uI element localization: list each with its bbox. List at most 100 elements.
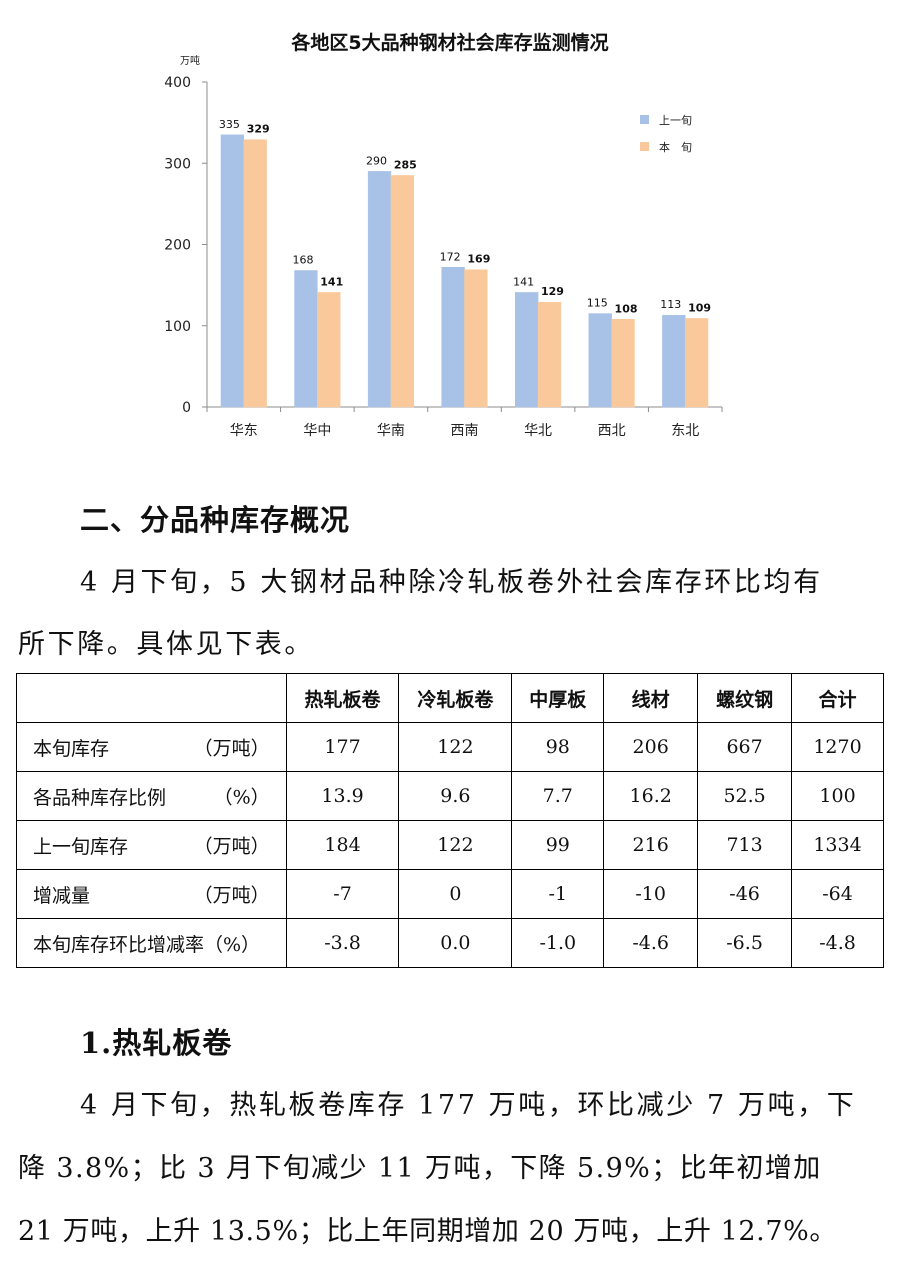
table-header-cell: 合计 (791, 673, 884, 723)
bar (294, 270, 318, 408)
table-row: 本旬库存 （万吨） 177 122 98 206 667 1270 (16, 722, 884, 772)
table-cell: -1.0 (511, 918, 605, 968)
data-label: 129 (541, 285, 564, 298)
table-header-cell (16, 673, 287, 723)
paragraph-line: 所下降。具体见下表。 (18, 629, 314, 660)
bar (662, 314, 686, 408)
y-tick-label: 400 (164, 75, 191, 91)
chart-canvas: 0 100 200 300 400 华东 335 329 华中 168 141 华南 290 285 西南 1… (164, 75, 723, 439)
table-cell: 122 (398, 820, 513, 870)
table-cell: -6.5 (697, 918, 793, 968)
table-cell: -10 (603, 869, 699, 919)
row-unit: （万吨） (193, 884, 270, 907)
table-cell: 216 (603, 820, 699, 870)
data-label: 141 (513, 275, 534, 288)
y-axis-unit: 万吨 (180, 56, 200, 67)
table-cell: -1 (511, 869, 605, 919)
bar (588, 313, 612, 408)
row-label: 各品种库存比例 (33, 786, 167, 809)
row-label-cell: 本旬库存 （万吨） (16, 722, 287, 772)
x-tick-label: 华东 (230, 423, 258, 439)
x-tick-label: 华南 (377, 423, 405, 439)
table-cell: 16.2 (603, 771, 699, 821)
table-cell: 13.9 (285, 771, 400, 821)
data-label: 141 (320, 275, 343, 288)
paragraph-line: 4 月下旬，5 大钢材品种除冷轧板卷外社会库存环比均有 (80, 567, 823, 598)
paragraph-line: 降 3.8%；比 3 月下旬减少 11 万吨，下降 5.9%；比年初增加 (18, 1153, 822, 1184)
x-tick-label: 东北 (671, 423, 699, 439)
x-tick-label: 西北 (598, 423, 626, 439)
table-cell: 1270 (791, 722, 884, 772)
table-cell: 7.7 (511, 771, 605, 821)
x-tick-label: 华中 (303, 423, 331, 439)
row-label: 增减量 (33, 884, 91, 907)
paragraph-line: 4 月下旬，热轧板卷库存 177 万吨，环比减少 7 万吨，下 (80, 1090, 857, 1121)
y-tick-label: 200 (164, 238, 191, 254)
table-cell: 99 (511, 820, 605, 870)
table-header-cell: 中厚板 (511, 673, 605, 723)
row-label-cell: 本旬库存环比增减率（%） (16, 918, 287, 968)
table-header-row: 热轧板卷 冷轧板卷 中厚板 线材 螺纹钢 合计 (16, 673, 884, 723)
table-cell: 9.6 (398, 771, 513, 821)
row-unit: （万吨） (193, 737, 270, 760)
section-heading-hot-rolled: 1.热轧板卷 (80, 1026, 233, 1060)
table-row: 本旬库存环比增减率（%） -3.8 0.0 -1.0 -4.6 -6.5 -4.… (16, 918, 884, 968)
row-unit: （万吨） (193, 835, 270, 858)
bar (243, 139, 267, 408)
table-cell: 713 (697, 820, 793, 870)
row-label: 本旬库存环比增减率（%） (33, 933, 261, 956)
data-label: 109 (688, 301, 711, 314)
legend-swatch (640, 142, 649, 151)
table-cell: 184 (285, 820, 400, 870)
bar (464, 269, 488, 408)
table-header-cell: 螺纹钢 (697, 673, 793, 723)
bar (441, 267, 465, 408)
table-header-cell: 线材 (603, 673, 699, 723)
legend-label: 本 旬 (659, 140, 692, 154)
table-cell: -3.8 (285, 918, 400, 968)
table-cell: 122 (398, 722, 513, 772)
table-cell: 0.0 (398, 918, 513, 968)
data-label: 169 (467, 253, 490, 266)
x-tick-label: 西南 (451, 423, 479, 439)
table-cell: -64 (791, 869, 884, 919)
table-header-cell: 热轧板卷 (285, 673, 400, 723)
table-cell: -4.8 (791, 918, 884, 968)
bar (515, 292, 539, 408)
table-cell: 98 (511, 722, 605, 772)
variety-stock-table: 热轧板卷 冷轧板卷 中厚板 线材 螺纹钢 合计 本旬库存 （万吨） 177 122… (16, 673, 884, 968)
bar (317, 292, 341, 408)
row-label-cell: 上一旬库存 （万吨） (16, 820, 287, 870)
table-cell: 1334 (791, 820, 884, 870)
row-label-cell: 增减量 （万吨） (16, 869, 287, 919)
chart-title: 各地区5大品种钢材社会库存监测情况 (291, 32, 609, 54)
data-label: 329 (247, 123, 270, 136)
data-label: 335 (219, 118, 240, 131)
data-label: 285 (394, 158, 417, 171)
table-cell: 177 (285, 722, 400, 772)
legend-label: 上一旬 (659, 114, 692, 127)
table-cell: 206 (603, 722, 699, 772)
table-row: 增减量 （万吨） -7 0 -1 -10 -46 -64 (16, 869, 884, 919)
x-tick-label: 华北 (524, 423, 552, 439)
table-header-cell: 冷轧板卷 (398, 673, 513, 723)
row-unit: （%） (213, 786, 270, 809)
y-tick-label: 300 (164, 156, 191, 172)
data-label: 290 (366, 154, 387, 167)
data-label: 168 (292, 254, 313, 267)
table-cell: -4.6 (603, 918, 699, 968)
data-label: 108 (615, 302, 638, 315)
regional-stock-chart: 各地区5大品种钢材社会库存监测情况 万吨 0 100 200 300 400 华东 335 3… (0, 0, 900, 460)
bar (390, 175, 414, 408)
data-label: 172 (440, 250, 461, 263)
data-label: 115 (587, 297, 608, 310)
bar (220, 134, 245, 408)
y-tick-label: 0 (182, 400, 191, 416)
table-cell: 667 (697, 722, 793, 772)
bar (367, 171, 392, 408)
row-label-cell: 各品种库存比例 （%） (16, 771, 287, 821)
paragraph-line: 21 万吨，上升 13.5%；比上年同期增加 20 万吨，上升 12.7%。 (18, 1216, 837, 1247)
bar (611, 319, 635, 408)
bar (537, 301, 562, 408)
table-row: 上一旬库存 （万吨） 184 122 99 216 713 1334 (16, 820, 884, 870)
